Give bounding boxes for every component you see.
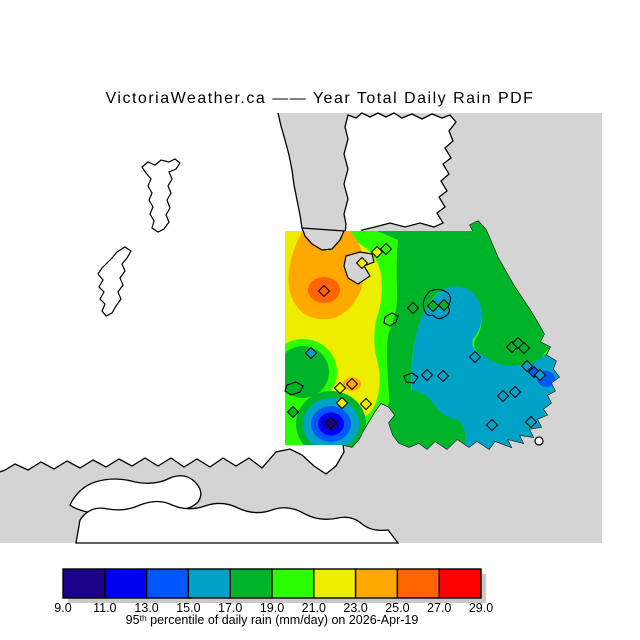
colorbar-segment <box>354 568 399 599</box>
colorbar-segment <box>396 568 440 599</box>
station-diamond <box>508 385 522 399</box>
water-area <box>0 113 602 543</box>
colorbar-tick-label: 19.0 <box>260 601 284 615</box>
colorbar-segment <box>187 568 231 599</box>
map-canvas <box>0 112 602 544</box>
colorbar-segment <box>62 568 106 599</box>
colorbar-segment <box>229 568 273 599</box>
caption-prefix: 95 <box>126 613 140 627</box>
station-diamond <box>379 242 393 256</box>
colorbar-tick-label: 23.0 <box>343 601 367 615</box>
station-diamond <box>426 299 440 313</box>
station-diamond <box>317 284 331 298</box>
colorbar-tick-label: 27.0 <box>427 601 451 615</box>
small-island <box>534 436 544 446</box>
station-diamond <box>437 298 451 312</box>
station-diamond <box>335 396 349 410</box>
station-diamond <box>517 341 531 355</box>
colorbar-tick-label: 21.0 <box>302 601 326 615</box>
colorbar-tick-label: 29.0 <box>469 601 493 615</box>
colorbar-segment <box>145 568 190 599</box>
colorbar-tick-label: 13.0 <box>134 601 158 615</box>
station-diamond <box>520 359 534 373</box>
station-diamond <box>524 415 538 429</box>
station-diamond <box>304 346 318 360</box>
page-title: VictoriaWeather.ca —— Year Total Daily R… <box>106 90 535 107</box>
station-diamond <box>468 350 482 364</box>
station-diamond <box>533 368 547 382</box>
colorbar-tick-label: 15.0 <box>176 601 200 615</box>
station-diamond <box>286 405 300 419</box>
lake-outline-elk <box>422 288 452 320</box>
station-diamond <box>420 368 434 382</box>
station-diamond <box>485 418 499 432</box>
caption-superscript: th <box>140 613 147 623</box>
inlet-notch <box>343 251 375 285</box>
station-diamond <box>355 256 369 270</box>
contour-fill <box>285 222 559 449</box>
station-diamond <box>406 301 420 315</box>
station-diamond <box>345 377 359 391</box>
colorbar: 9.0 11.0 13.0 15.0 17.0 19.0 21.0 23.0 25.0 27.0 2… <box>54 568 493 615</box>
station-diamond <box>333 381 347 395</box>
station-markers <box>286 242 547 432</box>
colorbar-tick-label: 11.0 <box>93 601 116 615</box>
lake-outline-2 <box>97 246 132 317</box>
colorbar-tick-label: 25.0 <box>385 601 409 615</box>
colorbar-tick-label: 17.0 <box>218 601 242 615</box>
colorbar-segment <box>104 568 148 599</box>
station-diamond <box>370 245 384 259</box>
island-north <box>343 112 457 253</box>
colorbar-caption: 95th percentile of daily rain (mm/day) o… <box>126 613 419 627</box>
caption-rest: percentile of daily rain (mm/day) on 202… <box>147 613 419 627</box>
island-outline-c <box>403 372 419 384</box>
colorbar-tick-label: 9.0 <box>54 601 71 615</box>
colorbar-segment <box>271 568 315 599</box>
station-diamond <box>496 389 510 403</box>
station-diamond <box>324 416 338 430</box>
colorbar-segment <box>313 568 357 599</box>
colorbar-segments <box>62 568 482 599</box>
lake-outline-1 <box>141 158 181 233</box>
island-outline-a <box>383 312 399 327</box>
colorbar-segment <box>438 568 482 599</box>
station-diamond <box>436 369 450 383</box>
inlet-arm <box>301 227 345 251</box>
olympic-peninsula <box>75 500 400 544</box>
island-outline-b <box>284 381 304 396</box>
station-diamond <box>359 397 373 411</box>
colorbar-tick-labels: 9.0 11.0 13.0 15.0 17.0 19.0 21.0 23.0 25.0 27.0 2… <box>54 601 493 615</box>
